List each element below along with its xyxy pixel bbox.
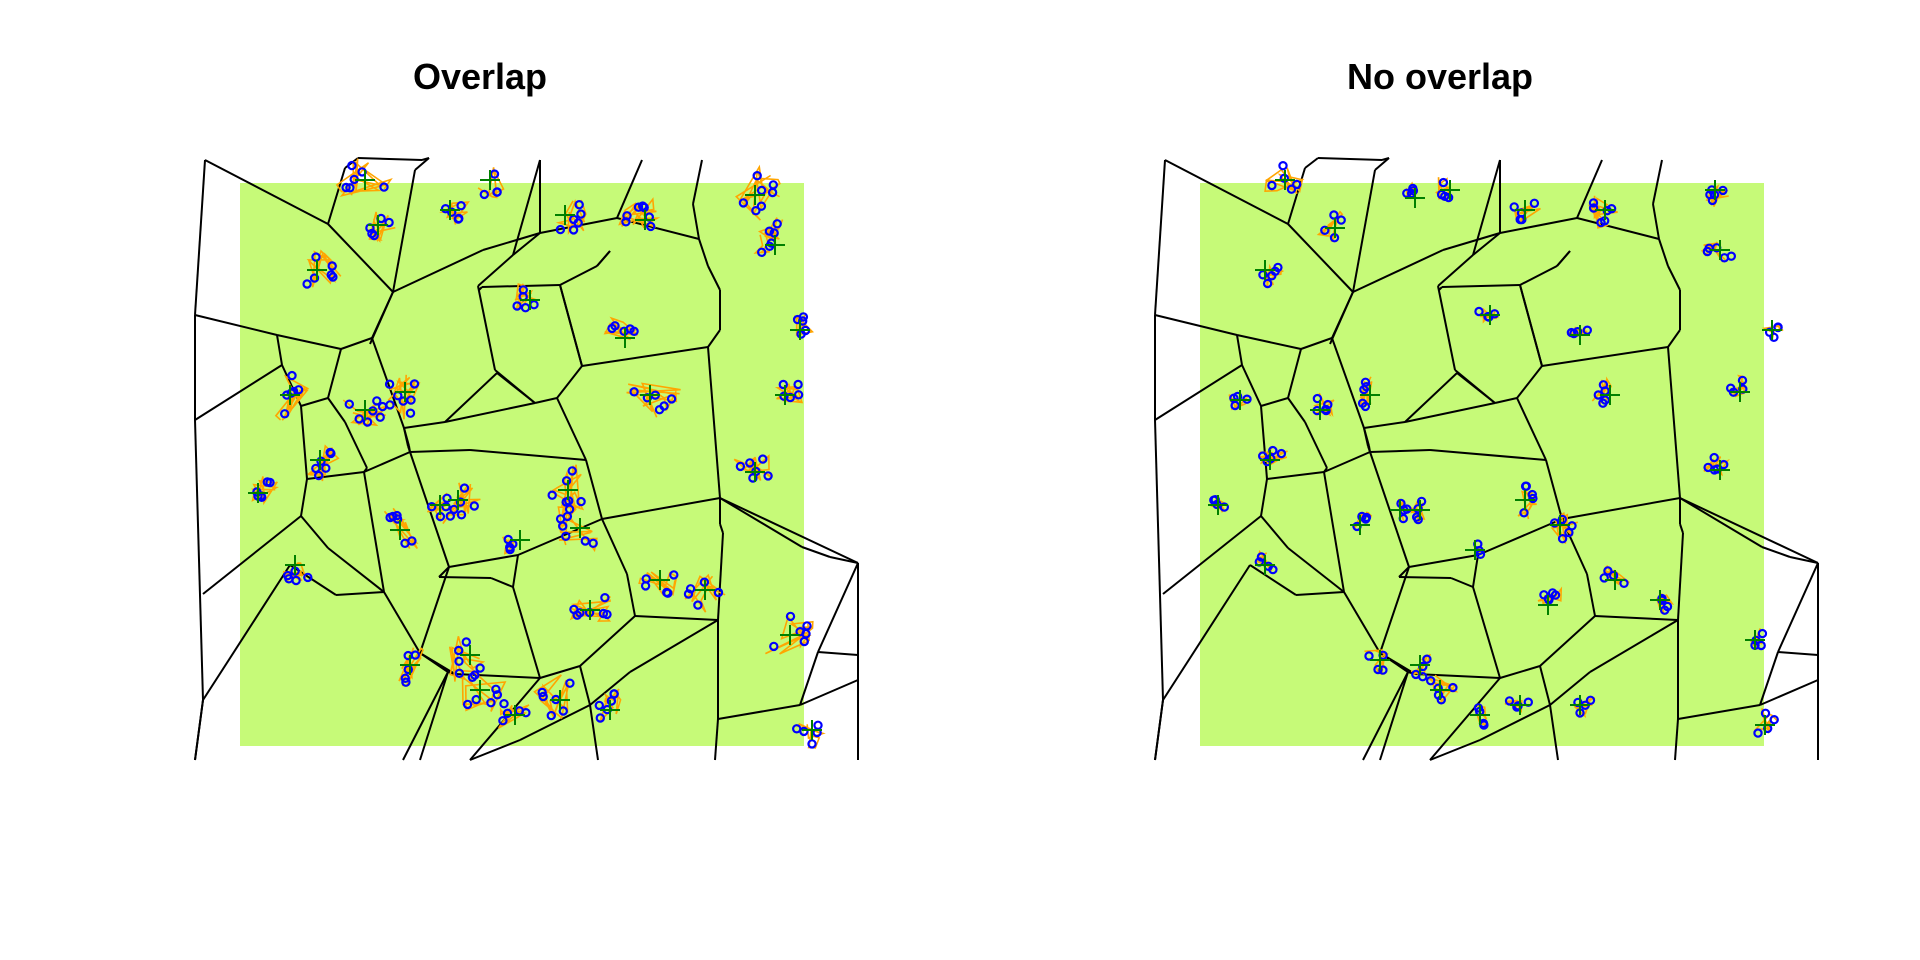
cell-edge-109	[1778, 652, 1818, 655]
panel-title-no-overlap: No overlap	[960, 56, 1920, 98]
point-35-3	[1771, 716, 1778, 723]
cell-edge-107	[1760, 680, 1818, 705]
cell-edge-122	[1155, 160, 1165, 315]
point-0-2	[348, 162, 355, 169]
point-34-2	[803, 622, 810, 629]
cell-edge-120	[1155, 700, 1163, 760]
panel-title-overlap: Overlap	[0, 56, 960, 98]
cell-edge-7	[1305, 158, 1318, 168]
cell-edge-120	[195, 700, 203, 760]
cell-edge-122	[195, 160, 205, 315]
overlap-plot	[0, 0, 960, 960]
point-35-2	[808, 740, 815, 747]
panel-overlap: Overlap	[0, 0, 960, 960]
cell-edge-119	[1155, 420, 1163, 700]
cell-edge-109	[818, 652, 858, 655]
point-0-1	[1279, 162, 1286, 169]
cell-edge-119	[195, 420, 203, 700]
cell-edge-8	[358, 158, 422, 160]
point-35-3	[814, 722, 821, 729]
panel-no-overlap: No overlap	[960, 0, 1920, 960]
cell-edge-8	[1318, 158, 1382, 160]
cell-edge-107	[800, 680, 858, 705]
point-4-3	[1440, 179, 1447, 186]
cell-edge-60	[1399, 577, 1451, 578]
cell-edge-77	[818, 563, 858, 652]
study-region	[1200, 183, 1764, 746]
no-overlap-plot	[960, 0, 1920, 960]
cell-edge-60	[439, 577, 491, 578]
cell-edge-77	[1778, 563, 1818, 652]
